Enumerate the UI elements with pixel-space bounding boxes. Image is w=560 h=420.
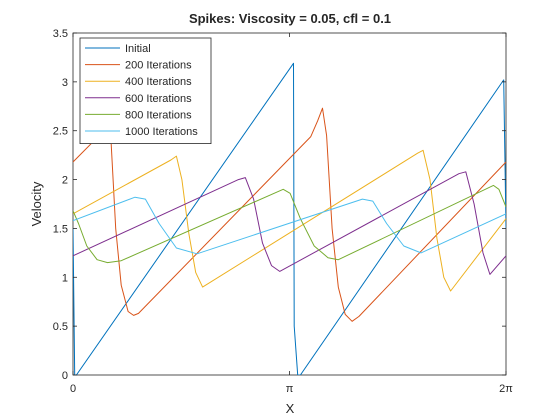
legend: Initial 200 Iterations 400 Iterations 600 I…	[79, 37, 212, 144]
legend-label-5: 1000 Iterations	[125, 126, 198, 138]
y-tick-label-7: 3.5	[53, 28, 68, 40]
legend-label-3: 600 Iterations	[125, 93, 192, 105]
y-tick-label-4: 2	[62, 175, 68, 187]
series-line-2	[73, 149, 506, 292]
y-tick-label-5: 2.5	[53, 126, 68, 138]
legend-label-4: 800 Iterations	[125, 109, 192, 121]
x-tick-label-2: 2π	[499, 383, 513, 395]
y-tick-label-3: 1.5	[53, 223, 68, 235]
y-tick-label-2: 1	[62, 272, 68, 284]
y-tick-label-0: 0	[62, 370, 68, 382]
legend-box	[79, 37, 212, 144]
ticks-layer: 0 π 2π 0 0.5 1 1.5 2 2.5 3 3.5	[53, 28, 514, 395]
y-tick-label-6: 3	[62, 77, 68, 89]
legend-label-1: 200 Iterations	[125, 60, 192, 72]
y-tick-label-1: 0.5	[53, 321, 68, 333]
x-tick-label-0: 0	[70, 383, 76, 395]
y-axis-label: Velocity	[29, 181, 44, 226]
series-line-4	[73, 184, 506, 264]
series-line-5	[73, 196, 506, 255]
legend-label-0: Initial	[125, 43, 151, 55]
series-line-0	[73, 62, 506, 375]
x-axis-label: X	[286, 401, 295, 416]
chart-title: Spikes: Viscosity = 0.05, cfl = 0.1	[189, 11, 391, 26]
x-tick-label-1: π	[286, 383, 294, 395]
legend-label-2: 400 Iterations	[125, 76, 192, 88]
series-line-3	[73, 171, 506, 275]
